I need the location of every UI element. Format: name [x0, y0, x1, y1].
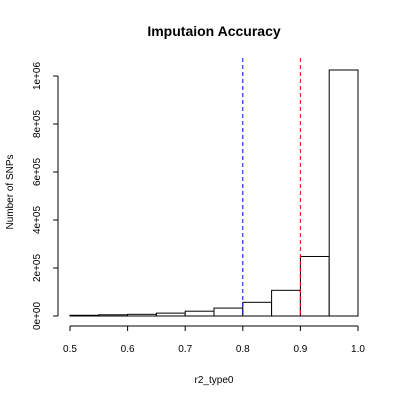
histogram-bar-7: [272, 290, 301, 316]
histogram-bar-6: [243, 302, 272, 316]
x-tick-label-2: 0.7: [178, 344, 192, 355]
histogram-bar-9: [329, 70, 358, 316]
x-axis-label: r2_type0: [195, 375, 234, 386]
x-axis: 0.5 0.6 0.7 0.8 0.9 1.0: [63, 326, 365, 355]
histogram-bar-5: [214, 308, 243, 316]
y-tick-label-0: 0e+00: [32, 302, 43, 331]
reference-lines: [243, 58, 301, 316]
histogram-bar-2: [128, 314, 157, 316]
y-tick-label-2: 4e+05: [32, 206, 43, 235]
y-axis-label: Number of SNPs: [5, 154, 16, 229]
y-tick-label-1: 2e+05: [32, 254, 43, 283]
histogram-bar-8: [300, 256, 329, 316]
histogram-bar-1: [99, 315, 128, 316]
x-tick-label-0: 0.5: [63, 344, 77, 355]
y-tick-label-5: 1e+06: [32, 62, 43, 91]
histogram-bar-0: [70, 315, 99, 316]
x-tick-label-5: 1.0: [351, 344, 365, 355]
y-axis: 0e+00 2e+05 4e+05 6e+05 8e+05 1e+06: [32, 62, 58, 331]
x-tick-label-4: 0.9: [293, 344, 307, 355]
histogram-bar-4: [185, 311, 214, 316]
chart-title: Imputaion Accuracy: [147, 23, 281, 39]
histogram-bar-3: [156, 313, 185, 316]
histogram-bars: [70, 70, 358, 316]
y-tick-label-4: 8e+05: [32, 110, 43, 139]
x-tick-label-3: 0.8: [236, 344, 250, 355]
y-tick-label-3: 6e+05: [32, 158, 43, 187]
x-tick-label-1: 0.6: [121, 344, 135, 355]
